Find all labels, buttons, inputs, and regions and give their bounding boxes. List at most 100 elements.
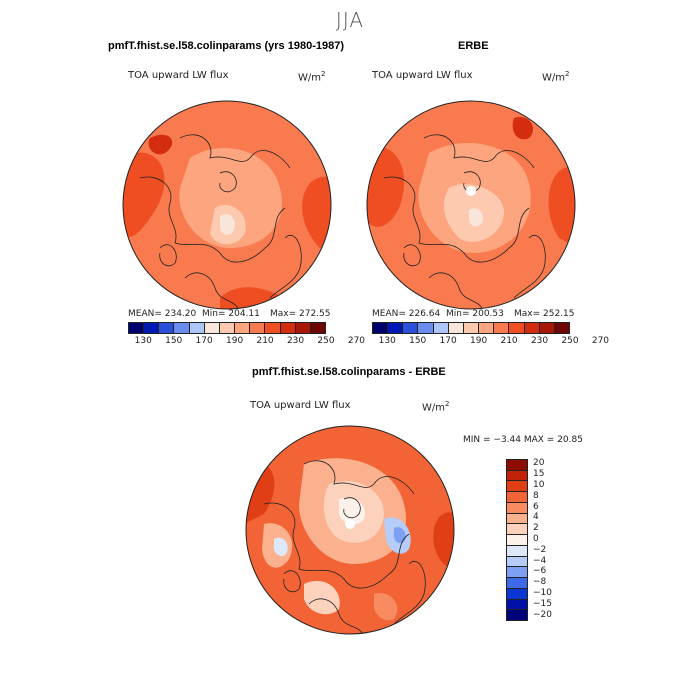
colorbar-tick-label: 130 [378,336,396,346]
colorbar-swatch [462,323,479,333]
colorbar-tick-label: −6 [533,566,547,577]
colorbar-tick-label: 150 [165,336,183,346]
panel1-units-label: W/m2 [298,70,326,84]
colorbar-swatch [507,480,527,492]
panel2-variable-label: TOA upward LW flux [372,70,473,81]
panel2-colorbar [372,322,570,334]
colorbar-swatch [203,323,219,333]
colorbar-swatch [373,323,388,333]
panel2-polar-map [366,100,576,310]
panel1-title: pmfT.fhist.se.l58.colinparams (yrs 1980-… [108,40,344,52]
panel1-colorbar-ticks: 130 150 170 190 210 230 250 270 [128,336,365,348]
colorbar-tick-label: 150 [409,336,427,346]
panel1-variable-label: TOA upward LW flux [128,70,229,81]
colorbar-swatch [294,323,310,333]
panel1-polar-map [122,100,332,310]
panel2-colorbar-ticks: 130 150 170 190 210 230 250 270 [372,336,609,348]
colorbar-tick-label: −2 [533,544,547,555]
colorbar-swatch [143,323,159,333]
colorbar-swatch [507,491,527,502]
colorbar-tick-label: 230 [286,336,305,346]
colorbar-tick-label: 250 [561,336,579,346]
colorbar-swatch [387,323,403,333]
colorbar-tick-label: −4 [533,555,547,566]
colorbar-tick-label: −15 [533,598,552,609]
panel2-title: ERBE [458,40,489,52]
colorbar-swatch [507,566,527,578]
colorbar-swatch [507,544,527,556]
colorbar-swatch [493,323,509,333]
colorbar-swatch [218,323,235,333]
colorbar-swatch [402,323,418,333]
colorbar-tick-label: 210 [256,336,274,346]
panel2-units-label: W/m2 [542,70,570,84]
panel1-colorbar [128,322,326,334]
colorbar-swatch [507,609,527,621]
colorbar-swatch [249,323,265,333]
colorbar-swatch [507,577,527,588]
diff-minmax: MIN = −3.44 MAX = 20.85 [463,435,583,445]
colorbar-tick-label: −8 [533,577,547,588]
colorbar-swatch [507,598,527,610]
colorbar-swatch [507,512,527,524]
colorbar-tick-label: 230 [530,336,549,346]
diff-colorbar [506,459,528,621]
colorbar-swatch [432,323,448,333]
colorbar-tick-label: 170 [439,336,457,346]
colorbar-swatch [173,323,189,333]
colorbar-swatch [507,534,527,545]
colorbar-swatch [507,460,527,470]
panel1-max: Max= 272.55 [270,309,331,319]
colorbar-swatch [523,323,539,333]
panel1-min: Min= 204.11 [202,309,260,319]
colorbar-tick-label: 8 [533,490,539,501]
colorbar-tick-label: −20 [533,609,552,620]
panel1-mean: MEAN= 234.20 [128,309,197,319]
diff-units-label: W/m2 [422,400,450,414]
colorbar-swatch [447,323,463,333]
colorbar-tick-label: 0 [533,534,539,544]
colorbar-swatch [417,323,433,333]
panel2-mean: MEAN= 226.64 [372,309,441,319]
colorbar-tick-label: 190 [470,336,488,346]
panel2-min: Min= 200.53 [446,309,504,319]
colorbar-tick-label: 250 [317,336,335,346]
colorbar-tick-label: 270 [591,336,610,346]
diff-variable-label: TOA upward LW flux [250,400,351,411]
colorbar-tick-label: 270 [347,336,366,346]
colorbar-tick-label: 20 [533,458,545,469]
colorbar-tick-label: 190 [226,336,244,346]
colorbar-swatch [507,469,527,481]
diff-polar-map [245,425,455,635]
colorbar-swatch [264,323,280,333]
colorbar-swatch [553,323,570,333]
colorbar-swatch [507,587,527,599]
colorbar-swatch [234,323,250,333]
colorbar-tick-label: 15 [533,469,545,480]
colorbar-swatch [279,323,295,333]
colorbar-swatch [309,323,326,333]
colorbar-tick-label: 6 [533,501,539,512]
colorbar-tick-label: 10 [533,480,545,490]
colorbar-swatch [478,323,494,333]
colorbar-tick-label: 130 [134,336,152,346]
diff-title: pmfT.fhist.se.l58.colinparams - ERBE [252,366,446,378]
diff-pole-marker [345,519,355,529]
colorbar-tick-label: 170 [195,336,213,346]
colorbar-tick-label: −10 [533,588,552,598]
colorbar-swatch [158,323,174,333]
panel2-max: Max= 252.15 [514,309,575,319]
colorbar-tick-label: 4 [533,512,539,523]
panel2-pole-marker [466,186,476,196]
colorbar-tick-label: 210 [500,336,518,346]
colorbar-swatch [538,323,554,333]
colorbar-tick-label: 2 [533,523,539,534]
colorbar-swatch [507,523,527,535]
diff-colorbar-ticks: 20 15 10 8 6 4 2 0 −2 −4 −6 −8 −10 −15 −20 [533,458,573,621]
season-title: JJA [335,8,365,32]
colorbar-swatch [188,323,204,333]
colorbar-swatch [507,501,527,513]
colorbar-swatch [507,555,527,567]
colorbar-swatch [129,323,144,333]
colorbar-swatch [508,323,524,333]
